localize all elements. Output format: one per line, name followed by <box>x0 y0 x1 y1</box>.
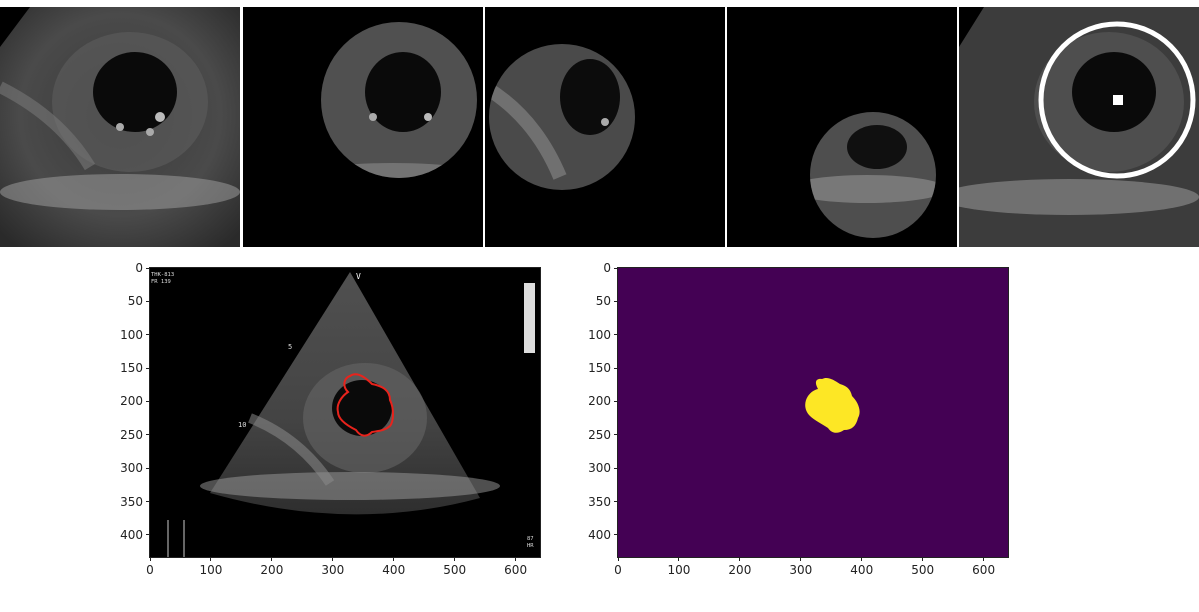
right-x-tick-label: 600 <box>972 563 996 577</box>
right-x-tick-label: 500 <box>911 563 935 577</box>
right-y-tick <box>614 367 618 369</box>
segmentation-mask-panel <box>618 268 1008 557</box>
left-x-tick-label: 0 <box>146 563 154 577</box>
right-x-tick <box>617 557 619 561</box>
left-x-tick-label: 500 <box>443 563 467 577</box>
overlay-hr: HR <box>527 543 534 549</box>
right-x-tick <box>983 557 985 561</box>
overlay-header-1: THK-813 <box>151 272 175 278</box>
right-y-tick <box>614 334 618 336</box>
left-y-tick <box>146 334 150 336</box>
left-y-tick <box>146 300 150 302</box>
left-y-tick-label: 250 <box>120 427 143 442</box>
right-x-tick <box>678 557 680 561</box>
right-y-tick-label: 300 <box>588 461 611 476</box>
gray-scale-bar <box>524 283 535 353</box>
top-tile-roi-overlay <box>959 7 1199 247</box>
left-y-tick-label: 300 <box>120 461 143 476</box>
left-x-tick <box>210 557 212 561</box>
right-x-tick <box>800 557 802 561</box>
right-y-tick <box>614 300 618 302</box>
right-y-tick <box>614 267 618 269</box>
top-tile-crop-2 <box>485 7 725 247</box>
right-x-tick <box>739 557 741 561</box>
right-y-tick-label: 350 <box>588 494 611 509</box>
overlay-depth-5: 5 <box>288 343 293 351</box>
echo-image-panel: THK-813 FR 139 V 5 10 87 HR <box>150 268 540 557</box>
left-x-tick-label: 100 <box>199 563 223 577</box>
left-x-tick <box>149 557 151 561</box>
left-y-tick <box>146 400 150 402</box>
left-x-tick <box>515 557 517 561</box>
overlay-depth-10: 10 <box>238 421 247 429</box>
right-x-tick-label: 100 <box>667 563 691 577</box>
top-tile-crop-1 <box>243 7 483 247</box>
left-y-tick-label: 100 <box>120 327 143 342</box>
top-tile-crop-3 <box>727 7 957 247</box>
left-x-tick <box>332 557 334 561</box>
right-y-tick-label: 50 <box>595 294 611 309</box>
overlay-marker-v: V <box>356 272 361 281</box>
right-x-tick-label: 300 <box>789 563 813 577</box>
right-y-tick <box>614 434 618 436</box>
right-y-tick-label: 200 <box>588 394 611 409</box>
right-y-tick <box>614 467 618 469</box>
right-x-tick-label: 400 <box>850 563 874 577</box>
left-y-tick-label: 200 <box>120 394 143 409</box>
top-tile-original <box>0 7 240 247</box>
left-y-tick <box>146 367 150 369</box>
left-y-tick <box>146 467 150 469</box>
left-y-tick <box>146 534 150 536</box>
right-y-tick-label: 250 <box>588 427 611 442</box>
right-y-tick-label: 0 <box>603 261 611 275</box>
right-y-tick-label: 400 <box>588 527 611 542</box>
overlay-header-2: FR 139 <box>151 279 171 285</box>
left-y-tick <box>146 434 150 436</box>
right-y-tick-label: 150 <box>588 361 611 376</box>
left-y-tick-label: 0 <box>135 261 143 275</box>
left-y-tick <box>146 501 150 503</box>
left-y-tick-label: 350 <box>120 494 143 509</box>
left-x-tick-label: 200 <box>260 563 284 577</box>
lv-mask-region <box>805 377 860 433</box>
right-y-tick-label: 100 <box>588 327 611 342</box>
roi-ring <box>1038 21 1196 179</box>
left-x-tick-label: 400 <box>382 563 406 577</box>
left-x-tick <box>454 557 456 561</box>
right-y-tick <box>614 534 618 536</box>
right-x-tick <box>922 557 924 561</box>
left-x-tick-label: 600 <box>504 563 528 577</box>
right-x-tick-label: 200 <box>728 563 752 577</box>
overlay-bpm: 87 <box>527 536 534 542</box>
left-y-tick-label: 50 <box>127 294 143 309</box>
left-x-tick-label: 300 <box>321 563 345 577</box>
left-x-tick <box>393 557 395 561</box>
right-x-tick-label: 0 <box>614 563 622 577</box>
left-y-tick-label: 400 <box>120 527 143 542</box>
left-y-tick-label: 150 <box>120 361 143 376</box>
right-y-tick <box>614 400 618 402</box>
lv-contour <box>336 373 394 437</box>
right-x-tick <box>861 557 863 561</box>
left-x-tick <box>271 557 273 561</box>
right-y-tick <box>614 501 618 503</box>
left-y-tick <box>146 267 150 269</box>
roi-center-marker <box>1113 95 1123 105</box>
